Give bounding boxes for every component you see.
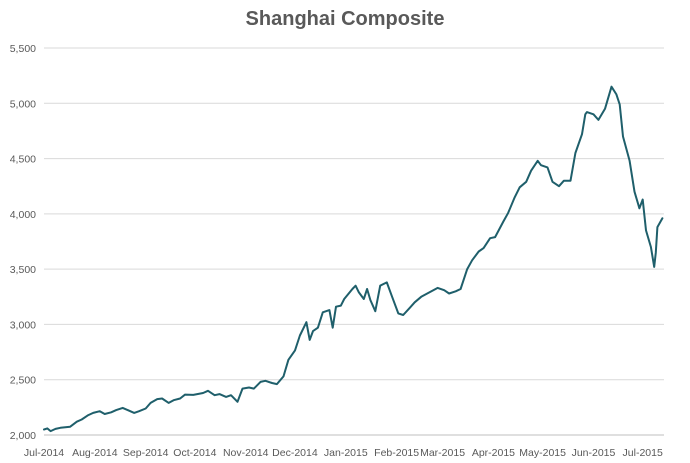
x-tick-label: Nov-2014 (223, 447, 269, 459)
x-tick-label: Mar-2015 (420, 447, 465, 459)
series-layer (43, 85, 664, 433)
x-tick-label: Sep-2014 (123, 447, 169, 459)
y-tick-label: 5,000 (10, 98, 36, 110)
x-tick-label: Feb-2015 (374, 447, 419, 459)
y-tick-label: 3,500 (10, 264, 36, 276)
y-tick-label: 4,000 (10, 209, 36, 221)
y-tick-label: 5,500 (10, 43, 36, 55)
x-tick-label: Jul-2015 (623, 447, 663, 459)
y-tick-label: 3,000 (10, 319, 36, 331)
y-tick-label: 2,500 (10, 375, 36, 387)
y-tick-label: 2,000 (10, 430, 36, 442)
x-tick-label: Jan-2015 (324, 447, 368, 459)
x-tick-label: May-2015 (519, 447, 566, 459)
x-tick-label: Jun-2015 (572, 447, 616, 459)
x-tick-label: Apr-2015 (472, 447, 515, 459)
chart-title: Shanghai Composite (245, 8, 445, 30)
x-tick-label: Aug-2014 (72, 447, 118, 459)
y-tick-labels: 2,000 2,500 3,000 3,500 4,000 4,500 5,000 5,500 (10, 43, 36, 442)
x-tick-label: Oct-2014 (173, 447, 216, 459)
x-tick-label: Dec-2014 (272, 447, 318, 459)
series-line (43, 85, 664, 433)
y-tick-label: 4,500 (10, 154, 36, 166)
x-tick-label: Jul-2014 (24, 447, 64, 459)
x-tick-labels: Jul-2014 Aug-2014 Sep-2014 Oct-2014 Nov-2014… (24, 447, 663, 459)
grid-layer (44, 47, 664, 381)
